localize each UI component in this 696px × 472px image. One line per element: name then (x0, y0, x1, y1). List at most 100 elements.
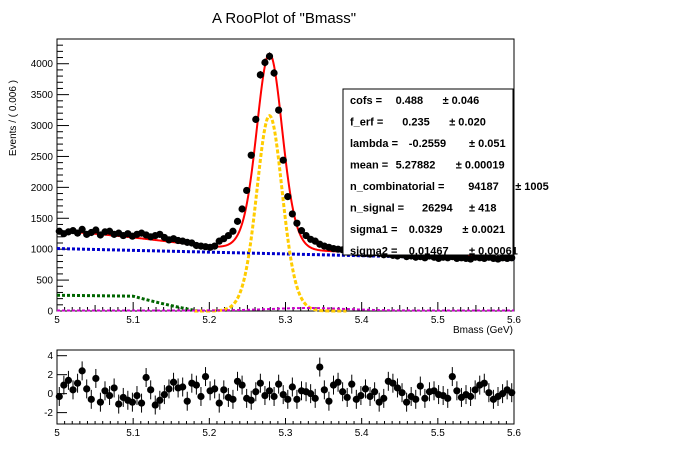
data-point (233, 217, 242, 225)
pull-x-tick-label: 5.1 (126, 428, 140, 439)
pull-point (348, 380, 356, 388)
pull-point (160, 390, 168, 399)
data-point (288, 210, 296, 218)
data-point (508, 254, 516, 262)
pull-point (403, 398, 411, 406)
x-tick-label: 5.6 (507, 315, 521, 326)
param-name: sigma1 = (350, 224, 397, 236)
pull-point (96, 398, 105, 406)
pull-point (211, 385, 219, 393)
pull-point (73, 379, 82, 387)
param-error: ± 0.020 (449, 117, 486, 129)
data-point (265, 52, 274, 60)
chart-title: A RooPlot of "Bmass" (212, 10, 356, 27)
pull-point (92, 374, 100, 383)
pull-point (325, 397, 333, 405)
pull-point (165, 385, 173, 393)
pull-point (115, 400, 123, 408)
pull-point (334, 378, 342, 386)
y-tick-label: 2000 (31, 183, 54, 194)
pull-point (64, 376, 73, 384)
param-name: lambda = (350, 138, 398, 150)
pull-point (343, 393, 351, 402)
pull-point (247, 396, 255, 404)
data-point (284, 193, 292, 201)
param-error: ± 0.00019 (456, 160, 505, 172)
pull-point (412, 395, 420, 403)
param-value: 0.0329 (409, 224, 443, 236)
pull-y-tick-label: 2 (47, 370, 53, 381)
pull-point (252, 388, 260, 396)
fit-parameters-box (342, 88, 514, 256)
pull-y-tick-label: -2 (44, 408, 53, 419)
pull-point (275, 380, 283, 388)
pull-point (311, 394, 319, 402)
x-tick-label: 5.5 (431, 315, 445, 326)
param-name: n_signal = (350, 203, 404, 215)
pull-x-tick-label: 5.6 (507, 428, 521, 439)
param-error: ± 0.0021 (462, 224, 505, 236)
param-value: 0.235 (402, 117, 430, 129)
pull-point (508, 389, 516, 397)
pull-x-tick-label: 5.2 (202, 428, 216, 439)
y-axis-title: Events / ( 0.006 ) (8, 80, 19, 156)
pull-point (229, 395, 237, 403)
data-point (297, 227, 306, 235)
data-point (293, 219, 301, 227)
pull-point (192, 381, 200, 389)
fit-parameters: cofs = 0.488 ± 0.046 f_erf = 0.235 ± 0.020 lam… (350, 95, 549, 258)
y-tick-label: 3500 (31, 90, 54, 101)
data-point (275, 106, 283, 114)
data-point (256, 71, 264, 79)
pull-point (316, 363, 324, 371)
param-name: f_erf = (350, 117, 383, 129)
data-point (261, 58, 269, 67)
param-error: ± 0.051 (469, 138, 506, 150)
pull-point (480, 379, 488, 387)
pull-point (416, 382, 424, 390)
pull-point (105, 391, 114, 400)
pull-point (293, 395, 301, 403)
pull-point (179, 383, 187, 391)
data-point (211, 242, 219, 250)
data-point (238, 205, 246, 213)
pull-point (466, 392, 475, 401)
pull-point (361, 385, 370, 393)
data-point (224, 231, 232, 240)
param-value: -0.2559 (409, 138, 446, 150)
x-tick-label: 5.1 (126, 315, 140, 326)
data-point (229, 227, 237, 235)
pull-point (87, 395, 95, 403)
pull-point (151, 401, 159, 409)
pull-point (128, 398, 137, 406)
data-point (243, 186, 251, 195)
pull-point (261, 391, 269, 400)
param-name: mean = (350, 160, 388, 172)
pull-point (83, 385, 91, 393)
pull-x-tick-label: 5.5 (431, 428, 445, 439)
pull-point (133, 391, 141, 400)
pull-plot-area: 5 5.1 5.2 5.3 5.4 5.5 5.6 -2 0 2 4 (44, 351, 521, 439)
erf-curve (56, 293, 201, 313)
y-tick-label: 1500 (31, 214, 54, 225)
x-tick-label: 5.4 (355, 315, 369, 326)
pull-point (142, 373, 150, 382)
param-value: 5.27882 (396, 160, 436, 172)
x-tick-label: 5 (54, 315, 60, 326)
y-tick-label: 2500 (31, 152, 54, 163)
pull-point (55, 392, 63, 401)
param-name: cofs = (350, 95, 382, 107)
pull-point (485, 389, 493, 397)
x-tick-label: 5.3 (279, 315, 293, 326)
pull-point (101, 387, 109, 395)
pull-point (307, 390, 315, 398)
pull-point (110, 384, 118, 392)
pull-point (270, 392, 278, 401)
pull-point (444, 394, 452, 402)
pull-y-tick-label: 4 (47, 351, 53, 362)
x-axis-title: Bmass (GeV) (453, 325, 513, 336)
param-error: ± 0.00061 (469, 246, 518, 258)
data-point (92, 226, 100, 234)
